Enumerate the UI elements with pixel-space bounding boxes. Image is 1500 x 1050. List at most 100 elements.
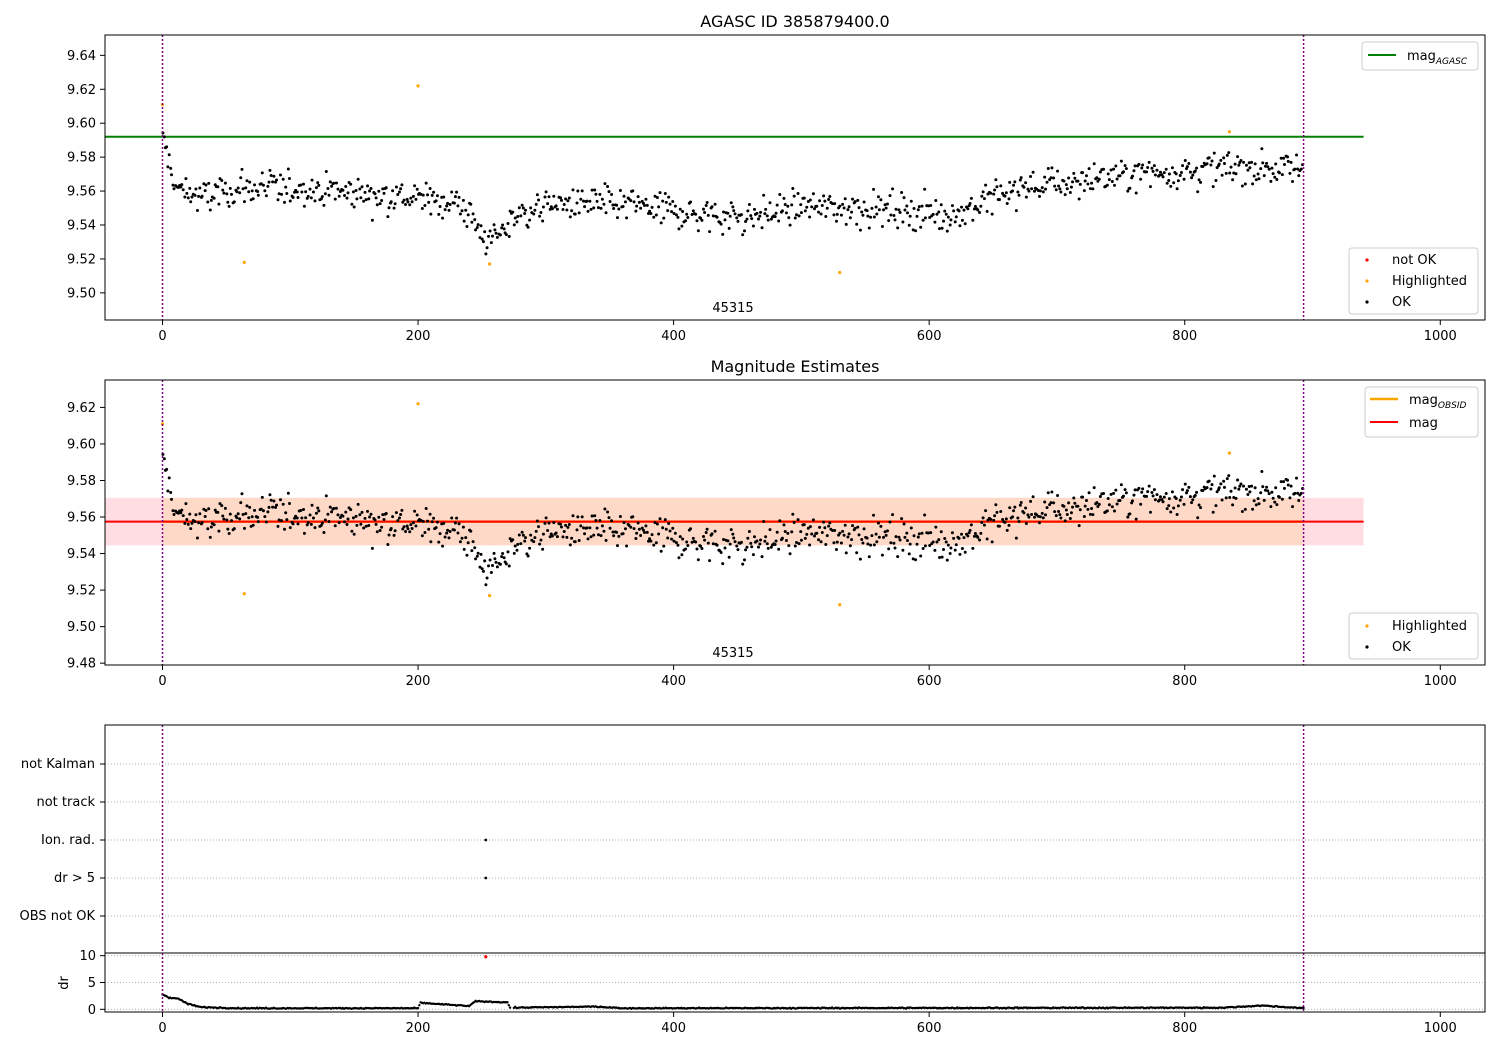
- ok-point: [1106, 497, 1110, 501]
- ok-point: [953, 220, 957, 224]
- ok-point: [328, 505, 332, 509]
- y-tick-label-0-1: 9.52: [67, 252, 96, 267]
- ok-point: [495, 235, 499, 239]
- ok-point: [337, 194, 341, 198]
- legend-ok-label: OK: [1392, 295, 1411, 310]
- ok-point: [1188, 495, 1192, 499]
- ok-point: [1196, 516, 1200, 520]
- ok-point: [898, 538, 902, 542]
- ok-point: [169, 166, 173, 170]
- ok-point: [404, 529, 408, 533]
- ok-point: [186, 522, 190, 526]
- ok-point: [1265, 161, 1269, 165]
- ok-point: [806, 526, 810, 530]
- ok-point: [1064, 508, 1068, 512]
- ok-point: [1077, 524, 1081, 528]
- ok-point: [526, 554, 530, 558]
- ok-point: [736, 548, 740, 552]
- ok-point: [929, 204, 933, 208]
- ok-point: [285, 191, 289, 195]
- ok-point: [653, 194, 657, 198]
- ok-point: [887, 219, 891, 223]
- ok-point: [559, 525, 563, 529]
- ok-point: [958, 224, 962, 228]
- ok-point: [604, 538, 608, 542]
- ok-point: [668, 202, 672, 206]
- ok-point: [872, 543, 876, 547]
- x-tick-label-1-5: 1000: [1424, 674, 1457, 689]
- ok-point: [853, 200, 857, 204]
- ok-point: [1084, 174, 1088, 178]
- ok-point: [488, 229, 492, 233]
- ok-point: [300, 190, 304, 194]
- ok-point: [1222, 479, 1226, 483]
- ok-point: [414, 524, 418, 528]
- ok-point: [183, 195, 187, 199]
- x-tick-label-3-5: 1000: [1424, 1021, 1457, 1036]
- ok-point: [1295, 153, 1299, 157]
- ok-point: [212, 523, 216, 527]
- dr-point: [508, 1006, 512, 1009]
- ok-point: [272, 499, 276, 503]
- ok-point: [501, 223, 505, 227]
- ok-point: [456, 204, 460, 208]
- ok-point: [1112, 167, 1116, 171]
- ok-point: [475, 554, 479, 558]
- ok-point: [1053, 184, 1057, 188]
- ok-point: [877, 208, 881, 212]
- ok-point: [559, 522, 563, 526]
- ok-point: [783, 529, 787, 533]
- ok-point: [162, 457, 166, 461]
- ok-point: [502, 556, 506, 560]
- ok-point: [641, 528, 645, 532]
- ok-point: [935, 540, 939, 544]
- ok-point: [808, 215, 812, 219]
- ok-point: [489, 571, 493, 575]
- ok-point: [1073, 176, 1077, 180]
- ok-point: [1176, 504, 1180, 508]
- ok-point: [1222, 162, 1226, 166]
- highlighted-point: [416, 84, 420, 88]
- ok-point: [235, 516, 239, 520]
- ok-point: [1212, 151, 1216, 155]
- ok-point: [369, 186, 373, 190]
- ok-point: [228, 512, 232, 516]
- ok-point: [1270, 166, 1274, 170]
- ok-point: [666, 536, 670, 540]
- ok-point: [1146, 165, 1150, 169]
- ok-point: [719, 222, 723, 226]
- ok-point: [678, 535, 682, 539]
- ok-point: [1190, 176, 1194, 180]
- ok-point: [735, 544, 739, 548]
- ok-point: [685, 212, 689, 216]
- ok-point: [989, 517, 993, 521]
- ok-point: [831, 529, 835, 533]
- ok-point: [982, 197, 986, 201]
- ok-point: [850, 210, 854, 214]
- ok-point: [1150, 166, 1154, 170]
- ok-point: [1024, 521, 1028, 525]
- ok-point: [302, 531, 306, 535]
- ok-point: [847, 532, 851, 536]
- ok-point: [1167, 497, 1171, 501]
- ok-point: [1046, 491, 1050, 495]
- ok-point: [940, 555, 944, 559]
- ok-point: [674, 541, 678, 545]
- ok-point: [708, 230, 712, 234]
- ok-point: [248, 180, 252, 184]
- ok-point: [858, 557, 862, 561]
- x-tick-label-3-2: 400: [661, 1021, 686, 1036]
- ok-point: [750, 217, 754, 221]
- ok-point: [872, 513, 876, 517]
- ok-point: [803, 209, 807, 213]
- ok-point: [844, 222, 848, 226]
- ok-point: [446, 201, 450, 205]
- ok-point: [217, 202, 221, 206]
- panel2-legend-lower: Highlighted OK: [1348, 612, 1479, 660]
- ok-point: [434, 199, 438, 203]
- ok-point: [386, 215, 390, 219]
- ok-point: [1139, 177, 1143, 181]
- ok-point: [962, 208, 966, 212]
- ok-point: [408, 530, 412, 534]
- ok-point: [690, 213, 694, 217]
